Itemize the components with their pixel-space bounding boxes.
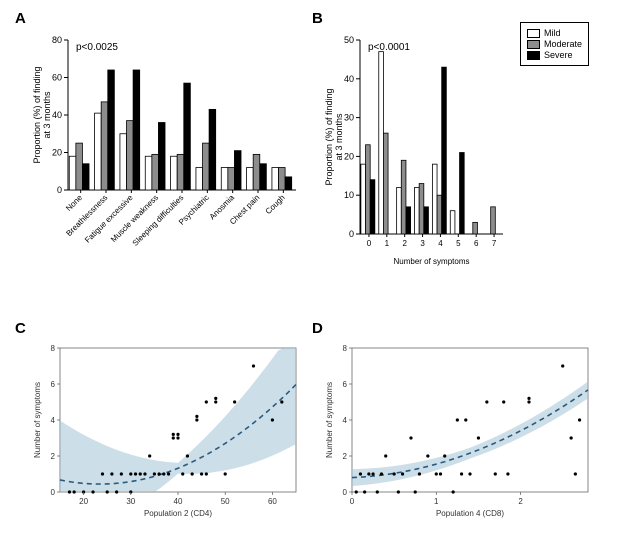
- svg-text:50: 50: [344, 35, 354, 45]
- svg-text:6: 6: [474, 239, 479, 248]
- svg-text:Proportion (%) of finding: Proportion (%) of finding: [324, 88, 334, 185]
- svg-text:Number of symptoms: Number of symptoms: [33, 382, 42, 458]
- svg-text:Population 4 (CD8): Population 4 (CD8): [436, 509, 504, 518]
- svg-text:0: 0: [350, 497, 355, 506]
- panel-b-chart: 01020304050Proportion (%) of findingat 3…: [322, 28, 507, 278]
- svg-text:3: 3: [420, 239, 425, 248]
- legend-label-severe: Severe: [544, 50, 573, 60]
- legend-label-mild: Mild: [544, 28, 561, 38]
- panel-label-c: C: [15, 320, 26, 337]
- svg-text:2: 2: [343, 452, 348, 461]
- svg-text:4: 4: [438, 239, 443, 248]
- panel-label-a: A: [15, 10, 26, 27]
- svg-text:0: 0: [57, 185, 62, 195]
- svg-text:0: 0: [343, 488, 348, 497]
- svg-text:at 3 months: at 3 months: [42, 91, 52, 139]
- svg-text:p<0.0025: p<0.0025: [76, 42, 118, 53]
- svg-text:1: 1: [434, 497, 439, 506]
- svg-text:2: 2: [402, 239, 407, 248]
- svg-text:0: 0: [349, 229, 354, 239]
- svg-text:Number of symptoms: Number of symptoms: [393, 257, 469, 266]
- svg-text:20: 20: [344, 151, 354, 161]
- panel-a-chart: 0 20 40 60 80 Proportion (%) of findingat 3 m…: [30, 28, 300, 278]
- panel-label-b: B: [312, 10, 323, 27]
- legend-swatch-mild: [527, 29, 540, 38]
- panel-label-d: D: [312, 320, 323, 337]
- svg-text:80: 80: [52, 35, 62, 45]
- svg-text:p<0.0001: p<0.0001: [368, 42, 410, 53]
- svg-text:Number of symptoms: Number of symptoms: [325, 382, 334, 458]
- svg-text:1: 1: [385, 239, 390, 248]
- legend-item-severe: Severe: [527, 50, 582, 60]
- svg-text:4: 4: [51, 416, 56, 425]
- svg-text:6: 6: [343, 380, 348, 389]
- svg-text:8: 8: [51, 344, 56, 353]
- svg-text:7: 7: [492, 239, 497, 248]
- severity-legend: Mild Moderate Severe: [520, 22, 589, 66]
- legend-label-moderate: Moderate: [544, 39, 582, 49]
- svg-text:6: 6: [51, 380, 56, 389]
- svg-text:Population 2 (CD4): Population 2 (CD4): [144, 509, 212, 518]
- svg-text:Proportion (%) of finding: Proportion (%) of finding: [32, 66, 42, 163]
- svg-text:4: 4: [343, 416, 348, 425]
- svg-text:50: 50: [221, 497, 230, 506]
- panel-c-chart: 20 30 40 50 60 0 2 4 6 8 Population 2 (CD4) Number …: [30, 342, 302, 520]
- svg-text:at 3 months: at 3 months: [334, 113, 344, 161]
- legend-item-mild: Mild: [527, 28, 582, 38]
- svg-text:30: 30: [126, 497, 135, 506]
- svg-text:40: 40: [52, 110, 62, 120]
- svg-text:40: 40: [174, 497, 183, 506]
- svg-text:5: 5: [456, 239, 461, 248]
- svg-text:2: 2: [518, 497, 523, 506]
- svg-text:Cough: Cough: [264, 193, 287, 216]
- svg-text:2: 2: [51, 452, 56, 461]
- svg-text:10: 10: [344, 190, 354, 200]
- legend-swatch-severe: [527, 51, 540, 60]
- svg-text:8: 8: [343, 344, 348, 353]
- svg-text:40: 40: [344, 74, 354, 84]
- svg-text:60: 60: [268, 497, 277, 506]
- svg-text:20: 20: [52, 148, 62, 158]
- svg-text:0: 0: [367, 239, 372, 248]
- legend-item-moderate: Moderate: [527, 39, 582, 49]
- figure-root: A B C D Mild Moderate Severe 020406080Pr…: [12, 10, 605, 533]
- legend-swatch-moderate: [527, 40, 540, 49]
- svg-text:60: 60: [52, 73, 62, 83]
- svg-text:20: 20: [79, 497, 88, 506]
- svg-text:30: 30: [344, 113, 354, 123]
- panel-d-chart: 0 1 2 0 2 4 6 8 Population 4 (CD8) Number of symp…: [322, 342, 594, 520]
- svg-text:None: None: [64, 193, 84, 213]
- svg-text:0: 0: [51, 488, 56, 497]
